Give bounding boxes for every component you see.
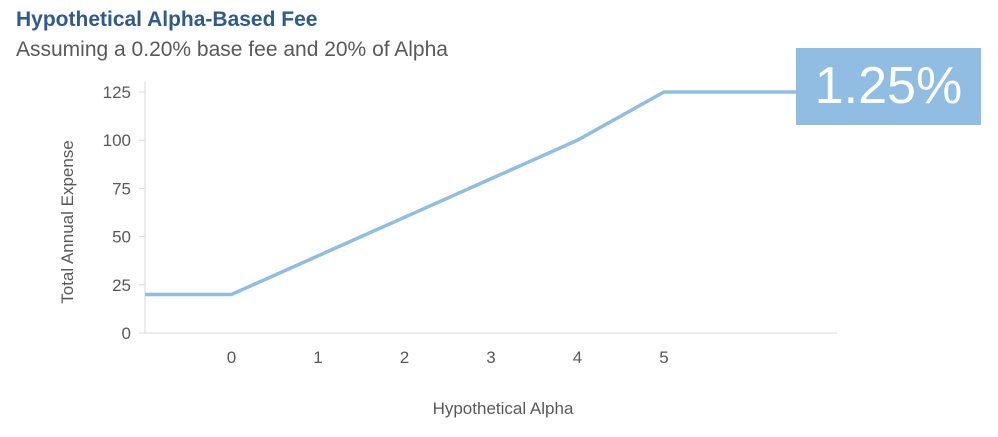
x-tick-label: 3 (486, 348, 495, 367)
y-tick-label: 25 (112, 276, 131, 295)
x-tick-label: 1 (313, 348, 322, 367)
y-tick-label: 50 (112, 228, 131, 247)
y-tick-label: 125 (103, 83, 131, 102)
x-tick-label: 5 (659, 348, 668, 367)
chart-subtitle: Assuming a 0.20% base fee and 20% of Alp… (16, 38, 448, 61)
fee-callout: 1.25% (796, 48, 981, 125)
fee-series-line (145, 90, 837, 297)
y-tick-label: 100 (103, 131, 131, 150)
x-tick-label: 0 (227, 348, 236, 367)
x-tick-label: 4 (573, 348, 582, 367)
y-tick-label: 0 (122, 324, 131, 343)
y-axis-title: Total Annual Expense (58, 140, 77, 304)
chart-title: Hypothetical Alpha-Based Fee (16, 8, 318, 31)
x-axis-title: Hypothetical Alpha (433, 399, 574, 418)
x-tick-label: 2 (400, 348, 409, 367)
y-tick-label: 75 (112, 179, 131, 198)
